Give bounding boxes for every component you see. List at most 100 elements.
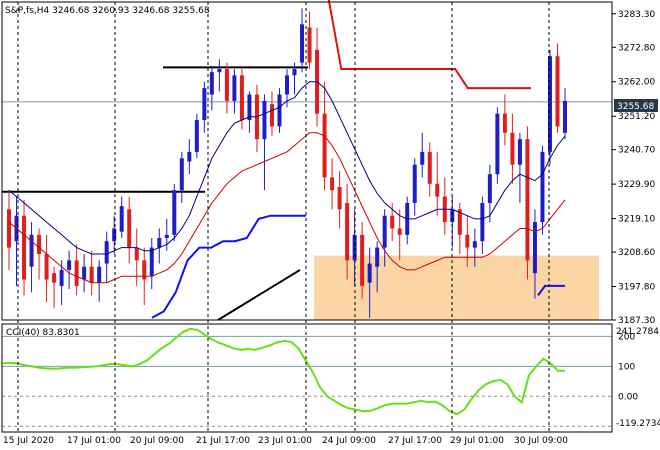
- y-tick-label-1: 3272.80: [618, 43, 655, 53]
- y-tick-label-0: 3283.30: [618, 10, 655, 20]
- candle-body-22: [172, 190, 177, 235]
- cci-indicator-panel: [2, 327, 612, 427]
- candle-body-47: [360, 234, 365, 286]
- price-tag-text: 3255.68: [617, 102, 654, 112]
- y-tick-label-7: 3208.60: [618, 248, 655, 258]
- candle-body-18: [142, 260, 147, 280]
- candle-body-14: [112, 228, 117, 242]
- candle-body-10: [82, 266, 87, 280]
- candle-body-46: [352, 234, 357, 261]
- candle-body-29: [224, 68, 229, 101]
- x-tick-label-0: 15 Jul 2020: [3, 436, 54, 446]
- candle-body-26: [202, 88, 207, 121]
- candle-body-42: [322, 113, 327, 178]
- candle-body-51: [390, 215, 395, 229]
- candle-body-70: [532, 222, 537, 274]
- candle-body-61: [465, 234, 470, 248]
- main-panel-frame: [1, 1, 613, 321]
- candle-body-56: [427, 151, 432, 184]
- support-step-line-2: [537, 284, 565, 296]
- candle-body-65: [495, 113, 500, 175]
- x-tick-label-2: 20 Jul 09:00: [130, 436, 184, 446]
- candle-body-17: [134, 247, 139, 261]
- y-tick-label-6: 3219.10: [618, 215, 655, 225]
- candle-body-68: [517, 139, 522, 165]
- ma-fast-line: [8, 81, 566, 255]
- candle-body-5: [44, 253, 49, 280]
- candle-body-3: [29, 234, 34, 267]
- candle-body-32: [247, 94, 252, 121]
- candle-body-34: [262, 100, 267, 140]
- resistance-step-line: [327, 0, 531, 90]
- candle-body-6: [52, 273, 57, 283]
- candle-body-66: [502, 113, 507, 133]
- candle-body-11: [89, 266, 94, 283]
- candle-body-9: [74, 260, 79, 286]
- candle-body-49: [375, 247, 380, 267]
- candle-body-13: [104, 241, 109, 264]
- x-tick-label-3: 21 Jul 17:00: [196, 436, 250, 446]
- candle-body-72: [547, 56, 552, 152]
- candle-body-30: [232, 75, 237, 101]
- candle-body-0: [7, 209, 11, 248]
- cci-scale-top: 241.2784: [616, 327, 659, 337]
- candle-body-43: [330, 177, 335, 191]
- candle-body-64: [487, 174, 492, 203]
- cci-level-label-0: 200: [618, 332, 635, 342]
- x-tick-label-5: 24 Jul 09:00: [322, 436, 376, 446]
- main-price-panel: [2, 0, 612, 321]
- cci-label: CCI(40) 83.8301: [6, 328, 80, 338]
- candle-body-69: [525, 139, 530, 261]
- support-zone: [314, 255, 599, 320]
- candle-body-37: [285, 75, 289, 95]
- cci-level-label-2: 0.00: [618, 392, 638, 402]
- candle-body-44: [337, 186, 342, 210]
- candle-body-59: [450, 209, 455, 223]
- candle-body-25: [194, 120, 199, 152]
- candle-body-48: [367, 263, 372, 283]
- candle-body-55: [420, 151, 425, 165]
- candle-body-73: [555, 56, 560, 127]
- candle-body-50: [382, 215, 387, 248]
- candle-body-8: [67, 260, 72, 270]
- candle-body-35: [269, 104, 274, 127]
- y-tick-label-3: 3251.20: [618, 112, 655, 122]
- y-tick-label-4: 3240.70: [618, 146, 655, 156]
- candle-body-27: [209, 72, 214, 95]
- candle-body-52: [397, 228, 402, 235]
- candle-body-67: [510, 132, 515, 165]
- x-tick-label-4: 23 Jul 01:00: [258, 436, 312, 446]
- chart-title: S&P,fs,H4 3246.68 3260.93 3246.68 3255.6…: [5, 6, 210, 16]
- candle-body-57: [435, 183, 440, 197]
- x-tick-label-7: 29 Jul 01:00: [450, 436, 504, 446]
- y-tick-label-8: 3197.80: [618, 283, 655, 293]
- y-tick-label-5: 3229.90: [618, 180, 655, 190]
- candle-body-24: [187, 151, 192, 162]
- candle-body-21: [164, 234, 169, 239]
- cci-line: [2, 327, 565, 416]
- y-tick-label-2: 3262.00: [618, 78, 655, 88]
- candle-body-38: [292, 68, 297, 76]
- trendline: [217, 269, 301, 321]
- candle-body-36: [277, 94, 282, 127]
- candle-body-28: [217, 68, 222, 73]
- ma-slow-line: [8, 132, 566, 284]
- candle-body-20: [157, 238, 162, 248]
- cci-panel-frame: [1, 323, 613, 433]
- candle-body-12: [97, 266, 102, 283]
- x-tick-label-8: 30 Jul 09:00: [514, 436, 568, 446]
- candle-body-62: [472, 241, 477, 248]
- candle-body-54: [412, 164, 417, 203]
- support-step-line: [151, 214, 306, 319]
- candle-body-74: [563, 100, 567, 133]
- cci-scale-bottom: -119.2734: [616, 419, 660, 429]
- candle-body-63: [480, 202, 485, 242]
- x-tick-label-6: 27 Jul 17:00: [388, 436, 442, 446]
- candle-body-7: [59, 269, 64, 286]
- candle-body-45: [345, 202, 350, 261]
- candle-body-39: [300, 24, 305, 63]
- x-tick-label-1: 17 Jul 01:00: [67, 436, 121, 446]
- candle-body-4: [37, 234, 42, 254]
- candle-body-60: [457, 209, 462, 235]
